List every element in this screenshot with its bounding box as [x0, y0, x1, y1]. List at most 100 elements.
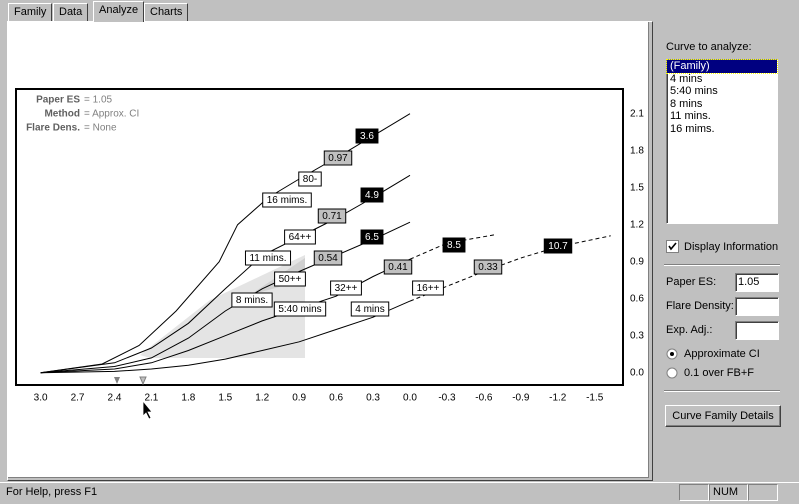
check-mark: [668, 242, 677, 251]
label-text: 0.41: [388, 262, 408, 273]
list-item[interactable]: (Family): [666, 59, 778, 74]
label-text: 5:40 mins: [278, 304, 321, 315]
field-label: Flare Density:: [666, 300, 734, 312]
label-text: 4.9: [365, 190, 379, 201]
label-box: [244, 250, 292, 266]
curve: [409, 235, 611, 302]
text-input[interactable]: [735, 297, 779, 316]
label-text: 32++: [335, 283, 358, 294]
checkbox[interactable]: [666, 240, 679, 253]
y-tick-label: 0.3: [630, 330, 644, 341]
label-text: 16 mims.: [267, 195, 308, 206]
label-text: 8 mins.: [236, 295, 268, 306]
tab[interactable]: Data: [53, 3, 89, 21]
list-item[interactable]: 11 mins.: [670, 110, 711, 122]
label-box: [330, 280, 362, 296]
info-key: Flare Dens.: [26, 123, 80, 134]
y-tick-label: 0.0: [630, 367, 644, 378]
side-panel: Curve to analyze: (Family) 4 mins 5:40 min…: [652, 30, 793, 478]
mouse-cursor: [142, 399, 153, 420]
text-input[interactable]: 1.05: [735, 273, 779, 292]
radio[interactable]: [666, 348, 678, 360]
label-box: [284, 229, 316, 245]
curve-label: 0.71: [317, 208, 347, 224]
info-value: = 1.05: [84, 95, 113, 106]
y-tick-label: 2.1: [630, 108, 644, 119]
list-item[interactable]: 4 mins: [670, 72, 703, 85]
curve: [40, 174, 411, 374]
x-tick-label: 1.8: [181, 393, 195, 404]
separator: [664, 390, 780, 392]
text-input[interactable]: [735, 321, 779, 340]
label-box: [473, 259, 503, 275]
curve-label: 6.5: [360, 229, 384, 245]
curve-label: 16 mims.: [262, 192, 312, 208]
label-box: [231, 292, 273, 308]
status-text: For Help, press F1: [6, 486, 98, 498]
label-box: [317, 208, 347, 224]
y-tick-label: 1.8: [630, 145, 644, 156]
curve-label: 80-: [298, 171, 322, 187]
label-text: 16++: [417, 283, 440, 294]
x-tick-label: 0.3: [366, 393, 380, 404]
field-label: Exp. Adj.:: [666, 324, 713, 336]
label-text: 4 mins: [355, 304, 384, 315]
separator: [664, 264, 780, 266]
status-bar: For Help, press F1 NUM: [0, 482, 799, 504]
chart-area: [8, 22, 649, 478]
label-box: [442, 237, 466, 253]
x-tick-label: -0.9: [512, 393, 530, 404]
x-tick-label: -0.3: [438, 393, 456, 404]
label-box: [360, 187, 384, 203]
checkbox-box: [666, 240, 679, 253]
label-box: [273, 301, 327, 317]
list-item[interactable]: 8 mins: [670, 97, 703, 110]
curve-label: 11 mins.: [244, 250, 292, 266]
y-tick-label: 0.6: [630, 293, 644, 304]
x-tick-label: 1.2: [255, 393, 269, 404]
radio[interactable]: [666, 367, 678, 379]
tab[interactable]: Charts: [144, 3, 189, 21]
x-tick-label: 0.0: [403, 393, 417, 404]
x-tick-label: 2.1: [144, 393, 158, 404]
list-item[interactable]: 16 mims.: [670, 122, 715, 135]
radio-label: Approximate CI: [684, 348, 760, 360]
label-text: 0.33: [478, 262, 498, 273]
tab[interactable]: Family: [8, 3, 53, 21]
curve-list[interactable]: (Family) 4 mins 5:40 mins 8 mins 11 mins. 16 …: [666, 59, 778, 224]
curve-label: 5:40 mins: [273, 301, 327, 317]
curve-label: 4.9: [360, 187, 384, 203]
button[interactable]: Curve Family Details: [665, 405, 781, 427]
radio-circle: [666, 367, 678, 379]
curve-label: 64++: [284, 229, 316, 245]
marker[interactable]: [139, 376, 147, 386]
tab[interactable]: Analyze: [93, 1, 145, 22]
label-text: 80-: [303, 174, 317, 185]
curve-label: 10.7: [543, 238, 573, 254]
label-text: 8.5: [447, 240, 461, 251]
status-pane: [679, 484, 709, 501]
info-key: Method: [44, 109, 80, 120]
list-item[interactable]: 5:40 mins: [670, 85, 718, 97]
y-tick-label: 0.9: [630, 256, 644, 267]
curve-label: 0.33: [473, 259, 503, 275]
y-tick-label: 1.5: [630, 182, 644, 193]
curve: [40, 113, 411, 374]
label-box: [355, 128, 379, 144]
status-pane: [748, 484, 778, 501]
x-tick-label: -0.6: [475, 393, 493, 404]
x-tick-label: -1.5: [586, 393, 604, 404]
label-text: 11 mins.: [249, 253, 286, 264]
curve-label: 3.6: [355, 128, 379, 144]
marker[interactable]: [114, 377, 120, 384]
label-text: 3.6: [360, 131, 374, 142]
label-box: [360, 229, 384, 245]
label-box: [383, 259, 413, 275]
curve-label: 50++: [274, 271, 306, 287]
curve-label: 32++: [330, 280, 362, 296]
radio-label: 0.1 over FB+F: [684, 367, 755, 379]
field-label: Paper ES:: [666, 276, 717, 288]
info-value: = None: [84, 123, 117, 134]
label-box: [313, 250, 343, 266]
